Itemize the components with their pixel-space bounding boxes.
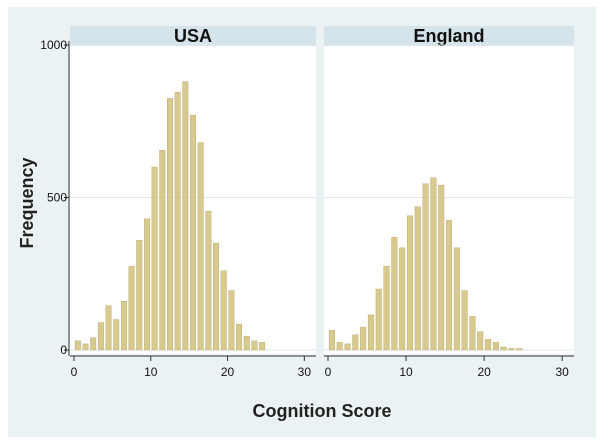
histogram-bar bbox=[469, 316, 476, 351]
histogram-bar bbox=[74, 340, 81, 351]
histogram-bar bbox=[336, 342, 343, 351]
histogram-bar bbox=[220, 270, 227, 351]
x-tick-label: 20 bbox=[477, 365, 491, 379]
x-tick-label: 0 bbox=[71, 365, 78, 379]
panel-title: USA bbox=[174, 26, 212, 46]
histogram-bar bbox=[236, 323, 243, 351]
histogram-bar bbox=[205, 211, 212, 351]
histogram-bar bbox=[151, 166, 158, 351]
histogram-bar bbox=[492, 342, 499, 351]
histogram-bar bbox=[399, 247, 406, 351]
histogram-bar bbox=[383, 265, 390, 351]
histogram-bar bbox=[136, 239, 143, 351]
histogram-bar bbox=[438, 185, 445, 351]
histogram-bar bbox=[360, 326, 367, 351]
histogram-bar bbox=[197, 142, 204, 351]
histogram-bar bbox=[367, 314, 374, 351]
panel-england: England 0 10 20 30 bbox=[324, 26, 574, 379]
histogram-bar bbox=[375, 288, 382, 351]
x-tick-label: 30 bbox=[556, 365, 570, 379]
histogram-bar bbox=[461, 290, 468, 351]
histogram-bar bbox=[143, 218, 150, 351]
panel-title: England bbox=[414, 26, 485, 46]
histogram-bar bbox=[190, 114, 196, 351]
histogram-bar bbox=[414, 206, 421, 351]
x-tick-label: 0 bbox=[325, 365, 332, 379]
histogram-bar bbox=[500, 346, 507, 351]
y-tick-label: 500 bbox=[47, 191, 67, 205]
histogram-bar bbox=[166, 98, 173, 351]
histogram-bar bbox=[406, 215, 413, 351]
histogram-bar bbox=[445, 220, 453, 351]
histogram-bar bbox=[90, 337, 97, 351]
histogram-chart: USA 0 10 20 30 England 0 10 20 30 0 500 1000 Cognitio… bbox=[17, 26, 574, 421]
histogram-bar bbox=[516, 348, 523, 351]
histogram-bar bbox=[159, 150, 166, 351]
histogram-bar bbox=[508, 348, 515, 351]
histogram-bar bbox=[174, 92, 181, 351]
histogram-bar bbox=[259, 342, 266, 351]
x-tick-label: 30 bbox=[298, 365, 312, 379]
histogram-bar bbox=[430, 177, 437, 351]
y-tick-label: 0 bbox=[60, 343, 67, 357]
histogram-bar bbox=[422, 183, 429, 351]
panel-strip bbox=[324, 26, 574, 46]
histogram-bar bbox=[82, 343, 89, 351]
histogram-bar bbox=[105, 305, 112, 351]
histogram-bar bbox=[97, 322, 104, 351]
histogram-bar bbox=[128, 265, 135, 351]
panel-usa: USA 0 10 20 30 bbox=[70, 26, 316, 379]
histogram-bar bbox=[120, 301, 127, 351]
histogram-bar bbox=[352, 334, 359, 351]
y-tick-label: 1000 bbox=[40, 38, 67, 52]
histogram-bar bbox=[328, 329, 335, 351]
histogram-bar bbox=[113, 319, 120, 351]
histogram-bar bbox=[182, 81, 189, 351]
chart-figure: USA 0 10 20 30 England 0 10 20 30 0 500 1000 Cognitio… bbox=[8, 7, 596, 437]
histogram-bar bbox=[251, 340, 258, 351]
y-axis-title: Frequency bbox=[17, 157, 37, 248]
histogram-bar bbox=[243, 336, 250, 351]
histogram-bar bbox=[213, 243, 220, 351]
histogram-bar bbox=[344, 343, 351, 351]
x-tick-label: 10 bbox=[399, 365, 413, 379]
histogram-bar bbox=[228, 290, 235, 351]
x-tick-label: 20 bbox=[221, 365, 235, 379]
x-tick-label: 10 bbox=[144, 365, 158, 379]
histogram-bar bbox=[391, 236, 398, 351]
panel-strip bbox=[70, 26, 316, 46]
histogram-bar bbox=[477, 331, 484, 351]
x-axis-title: Cognition Score bbox=[253, 401, 392, 421]
histogram-bar bbox=[453, 247, 460, 351]
histogram-bar bbox=[485, 339, 492, 351]
